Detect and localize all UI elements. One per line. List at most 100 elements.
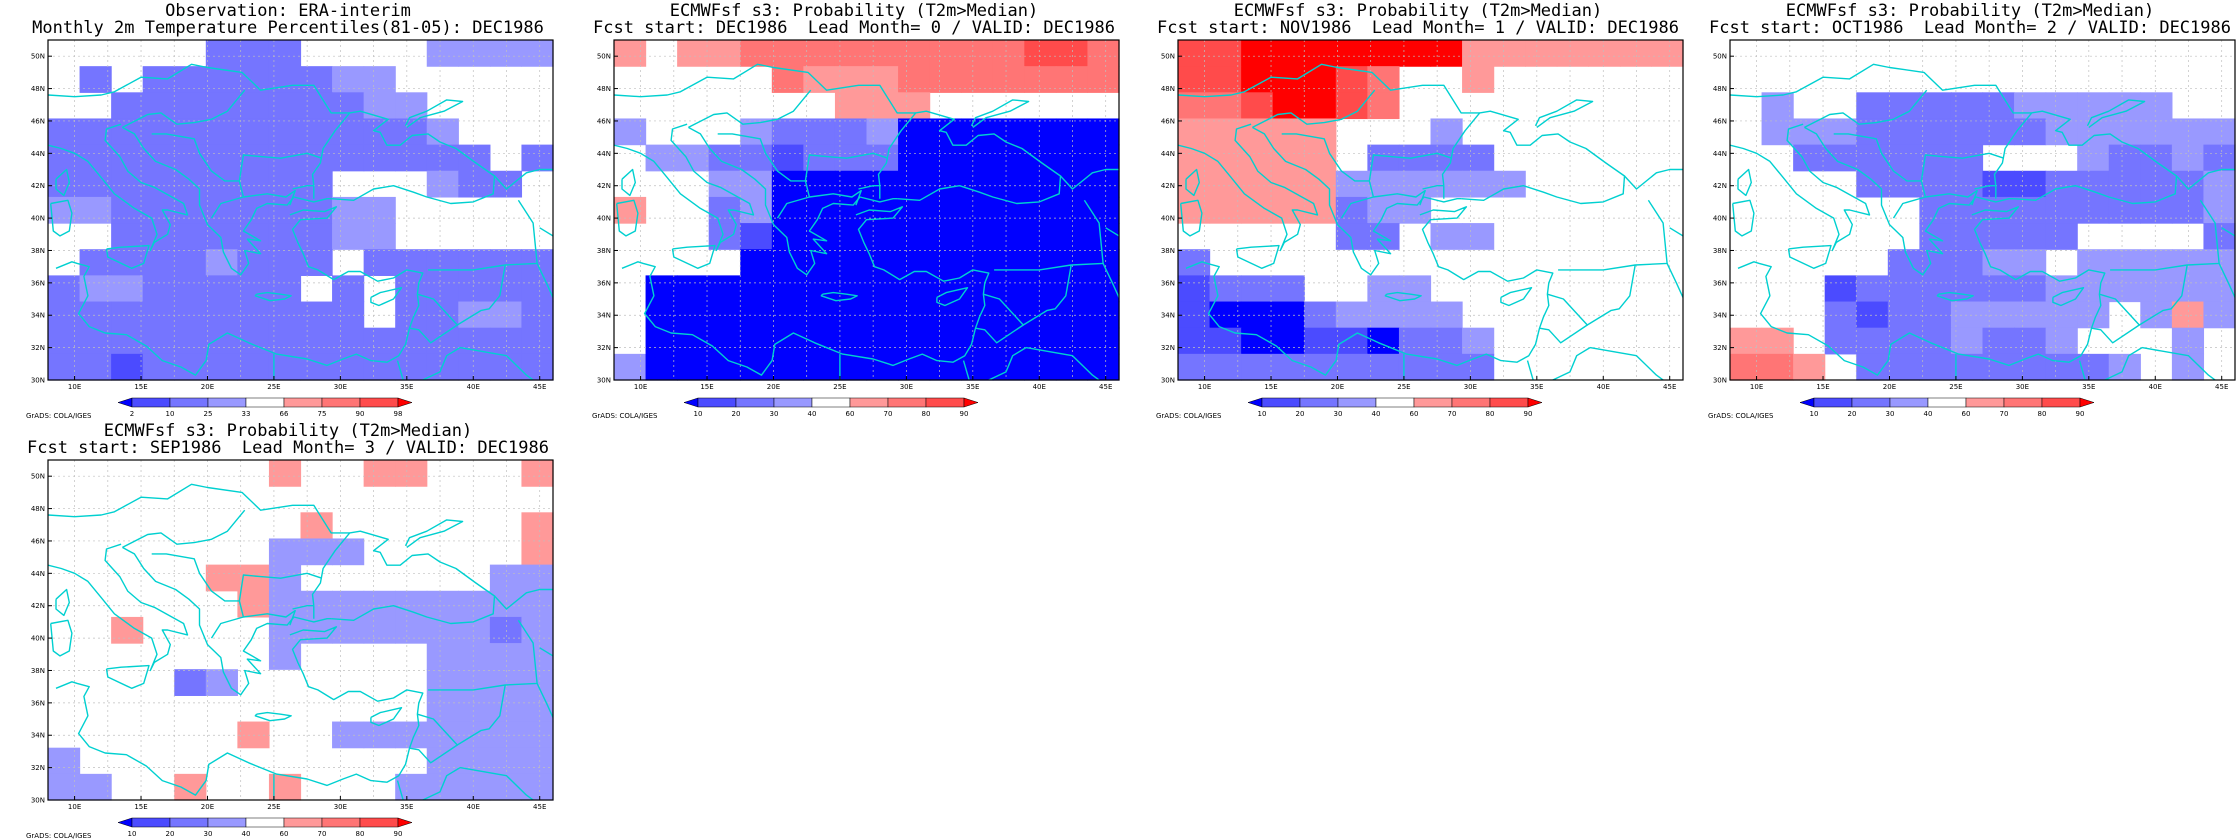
colorbar-segment: [321, 397, 361, 408]
grid-cell: [1335, 353, 1368, 381]
grid-cell: [521, 327, 554, 355]
grid-cell: [708, 327, 741, 355]
colorbar-label: 98: [394, 410, 403, 418]
colorbar-segment: [283, 817, 323, 828]
credit-text: GrADS: COLA/IGES: [26, 832, 92, 840]
colorbar-label: 75: [318, 410, 327, 418]
grid-cell: [2140, 249, 2173, 276]
lon-tick-label: 10E: [1198, 383, 1211, 391]
lat-tick-label: 50N: [1713, 53, 1727, 61]
grid-cell: [2014, 223, 2047, 250]
grid-cell: [1055, 118, 1089, 146]
colorbar-label: 60: [846, 410, 855, 418]
lat-tick-label: 36N: [1161, 279, 1175, 287]
grid-cell: [205, 249, 238, 276]
grid-cell: [961, 196, 994, 224]
grid-cell: [771, 118, 804, 146]
colorbar-label: 90: [394, 830, 403, 838]
grid-cell: [489, 669, 523, 696]
grid-cell: [395, 118, 428, 146]
grid-cell: [1824, 118, 1857, 146]
grid-cell: [898, 223, 931, 250]
border-line: [2218, 263, 2235, 298]
panel-title-line1: Observation: ERA-interim: [165, 1, 411, 21]
grid-cell: [1430, 170, 1463, 198]
border-line: [122, 89, 246, 129]
grid-cell: [961, 249, 994, 276]
colorbar-label: 80: [922, 410, 931, 418]
grid-cell: [771, 249, 804, 276]
lon-tick-label: 10E: [1750, 383, 1763, 391]
grid-cell: [395, 249, 428, 276]
colorbar-segment: [925, 397, 965, 408]
grid-cell: [1950, 196, 1984, 224]
grid-cell: [1055, 170, 1089, 198]
coastline: [122, 126, 332, 276]
grid-cell: [1241, 92, 1274, 120]
lat-tick-label: 46N: [597, 117, 611, 125]
lat-tick-label: 42N: [597, 182, 611, 190]
grid-cell: [363, 460, 396, 487]
coastline: [820, 291, 858, 302]
colorbar-label: 90: [960, 410, 969, 418]
grid-cell: [898, 327, 931, 355]
grid-cell: [866, 249, 899, 276]
colorbar-label: 20: [1296, 410, 1305, 418]
grid-cell: [1055, 196, 1089, 224]
grid-cell: [48, 747, 81, 775]
colorbar-segment: [849, 397, 889, 408]
grid-cell: [992, 223, 1025, 250]
grid-cell: [300, 590, 333, 618]
grid-cell: [1272, 118, 1305, 146]
grid-cell: [1856, 170, 1889, 198]
grid-cell: [1209, 40, 1242, 67]
grid-cell: [395, 773, 428, 801]
lat-tick-label: 32N: [1161, 344, 1175, 352]
coastline: [1730, 123, 1871, 252]
lon-tick-label: 35E: [966, 383, 979, 391]
grid-cell: [929, 170, 962, 198]
coastline: [2175, 168, 2235, 190]
colorbar-segment: [1889, 397, 1929, 408]
grid-cell: [489, 40, 523, 67]
grid-cell: [521, 773, 554, 801]
panel-title-line1: ECMWFsf s3: Probability (T2m>Median): [669, 1, 1039, 21]
grid-cell: [1982, 301, 2015, 329]
grid-cell: [740, 223, 773, 250]
coastline: [970, 99, 1030, 128]
grid-cell: [1087, 353, 1120, 381]
colorbar-segment: [1813, 397, 1853, 408]
colorbar-label: 30: [1886, 410, 1895, 418]
grid-cell: [79, 118, 112, 146]
border-line: [809, 189, 862, 206]
border-line: [804, 152, 889, 182]
grid-cell: [645, 144, 678, 172]
lon-tick-label: 30E: [900, 383, 913, 391]
grid-cell: [300, 249, 333, 276]
grid-cell: [395, 616, 428, 644]
grid-cell: [1919, 196, 1952, 224]
grid-cell: [961, 170, 994, 198]
lon-tick-label: 45E: [1099, 383, 1112, 391]
lon-tick-label: 30E: [334, 803, 347, 811]
colorbar-label: 30: [1334, 410, 1343, 418]
colorbar-label: 10: [1258, 410, 1267, 418]
coastline: [105, 244, 150, 269]
grid-cell: [677, 40, 710, 67]
lat-tick-label: 40N: [597, 215, 611, 223]
colorbar-label: 20: [732, 410, 741, 418]
grid-cell: [2171, 275, 2205, 303]
grid-cell: [1367, 353, 1400, 381]
grid-cell: [521, 144, 554, 172]
grid-cell: [614, 40, 647, 67]
lon-tick-label: 15E: [1264, 383, 1277, 391]
colorbar-label: 10: [166, 410, 175, 418]
grid-cell: [205, 301, 238, 329]
grid-cell: [489, 275, 523, 303]
grid-cell: [489, 170, 523, 198]
grid-cell: [237, 40, 270, 67]
border-line: [975, 324, 1024, 344]
grid-cell: [1950, 170, 1984, 198]
lon-tick-label: 45E: [533, 803, 546, 811]
grid-cell: [521, 538, 554, 566]
